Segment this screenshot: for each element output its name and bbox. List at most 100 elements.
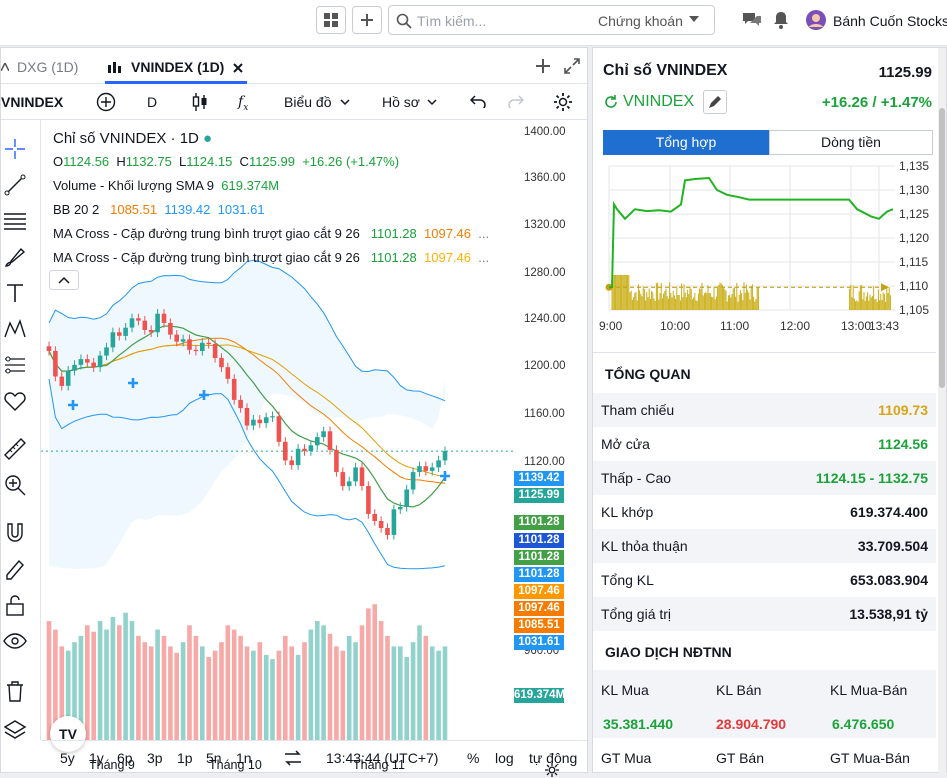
mini-x-tick: 9:00 [599, 319, 623, 333]
candle-body [104, 347, 109, 356]
candle-body [276, 416, 282, 442]
undo-icon[interactable] [470, 94, 486, 108]
tradingview-logo[interactable]: TV [50, 716, 86, 752]
pattern-icon[interactable] [3, 317, 27, 341]
clock-time[interactable]: 13:43:44 (UTC+7) [326, 750, 439, 766]
indicators-icon[interactable]: fx [238, 94, 249, 113]
user-name[interactable]: Bánh Cuốn Stocks [833, 13, 947, 29]
bell-icon[interactable] [772, 10, 790, 30]
candle-body [174, 334, 179, 342]
chevron-down-icon[interactable] [689, 16, 699, 22]
goto-date-icon[interactable] [284, 750, 302, 766]
zoom-in-icon[interactable] [3, 473, 27, 497]
range-1y[interactable]: 1y [89, 750, 104, 766]
close-icon[interactable] [233, 63, 243, 73]
candle-body [410, 472, 416, 490]
tab-money-flow[interactable]: Dòng tiền [769, 130, 933, 155]
volume-bar [117, 625, 122, 740]
add-symbol-icon[interactable] [96, 92, 116, 112]
chevron-up-icon [58, 276, 70, 284]
add-button[interactable] [352, 6, 382, 34]
range-3m[interactable]: 3p [147, 750, 163, 766]
range-6m[interactable]: 6p [117, 750, 133, 766]
volume-bar [366, 608, 371, 740]
trash-icon[interactable] [3, 679, 27, 703]
mini-y-tick: 1,110 [899, 279, 928, 293]
text-tool-icon[interactable] [3, 281, 27, 305]
avatar[interactable] [805, 9, 827, 31]
intraday-chart[interactable]: 1,135 1,130 1,125 1,120 1,115 1,110 1,105 9:00 1… [599, 160, 939, 346]
fib-lines-icon[interactable] [3, 209, 27, 233]
ma-cross-legend-2: MA Cross - Cặp đường trung bình trượt gi… [53, 250, 490, 265]
refresh-icon[interactable] [603, 94, 619, 110]
brush-icon[interactable] [3, 245, 27, 269]
candle-body [378, 521, 384, 528]
lock-pencil-icon[interactable] [3, 557, 27, 581]
candle-body [219, 357, 224, 368]
tab-vnindex[interactable]: VNINDEX (1D) [131, 59, 225, 75]
log-toggle[interactable]: log [495, 750, 514, 766]
scrollbar[interactable] [938, 48, 946, 774]
range-1m[interactable]: 1p [177, 750, 193, 766]
foreign-kl-band [593, 670, 936, 738]
volume-bar [391, 646, 397, 740]
layers-icon[interactable] [3, 718, 27, 742]
heart-icon[interactable] [3, 389, 27, 413]
volume-legend: Volume - Khối lượng SMA 9 619.374M [53, 178, 280, 193]
candle-body [238, 399, 243, 409]
volume-bar [91, 631, 96, 740]
lock-icon[interactable] [3, 593, 27, 617]
range-1d[interactable]: 1n [236, 750, 252, 766]
axis-settings-icon[interactable] [544, 762, 560, 778]
candle-body [321, 431, 326, 438]
candle-body [442, 451, 448, 461]
auto-toggle[interactable]: tự động [529, 750, 578, 766]
kl-mua-value: 35.381.440 [603, 716, 674, 732]
chart-plot-area[interactable]: Chỉ số VNINDEX · 1D ● O1124.56 H1132.75 … [41, 120, 589, 777]
volume-bar [429, 646, 435, 740]
ruler-icon[interactable] [3, 437, 27, 461]
price-chart[interactable] [41, 120, 589, 740]
interval-button[interactable]: D [147, 94, 158, 110]
profile-menu[interactable]: Hồ sơ [382, 94, 420, 110]
candle-body [148, 330, 154, 333]
range-5y[interactable]: 5y [60, 750, 75, 766]
candle-body [385, 528, 390, 535]
percent-toggle[interactable]: % [467, 750, 480, 766]
symbol-search[interactable]: VNINDEX [1, 94, 64, 110]
search-box[interactable]: Tìm kiếm... Chứng khoán [388, 5, 715, 35]
settings-gear-icon[interactable] [552, 91, 574, 113]
trend-line-icon[interactable] [3, 173, 27, 197]
chat-icon[interactable] [742, 11, 762, 29]
divider [593, 352, 936, 353]
search-input[interactable]: Tìm kiếm... [417, 13, 487, 29]
redo-icon[interactable] [508, 94, 524, 108]
magnet-icon[interactable] [3, 521, 27, 545]
ma-cross-marker [128, 378, 138, 388]
tab-dxg[interactable]: DXG (1D) [17, 59, 79, 75]
tab-summary[interactable]: Tổng hợp [603, 130, 769, 155]
volume-bar [168, 646, 173, 740]
candle-body [59, 376, 65, 386]
price-axis-label: 1097.46 [514, 601, 564, 616]
overview-label: Tổng giá trị [601, 606, 672, 622]
candle-body [168, 323, 173, 335]
volume-bar [398, 646, 403, 740]
collapse-legend-button[interactable] [49, 270, 79, 290]
eye-icon[interactable] [3, 629, 27, 653]
edit-button[interactable] [703, 90, 727, 114]
crosshair-icon[interactable] [3, 137, 27, 161]
overview-value: 13.538,91 tỷ [849, 606, 928, 622]
index-title: Chỉ số VNINDEX [603, 62, 728, 79]
fullscreen-icon[interactable] [564, 58, 580, 74]
candlestick-type-icon[interactable] [191, 92, 209, 112]
candle-body [123, 327, 128, 336]
search-filter-select[interactable]: Chứng khoán [598, 13, 683, 29]
chart-type-menu[interactable]: Biểu đồ [284, 94, 332, 110]
volume-bar [65, 650, 71, 740]
candle-body [429, 467, 435, 471]
layout-grid-button[interactable] [316, 6, 346, 34]
prediction-icon[interactable] [3, 353, 27, 377]
add-tab-icon[interactable] [535, 58, 551, 74]
range-5d[interactable]: 5n [206, 750, 222, 766]
